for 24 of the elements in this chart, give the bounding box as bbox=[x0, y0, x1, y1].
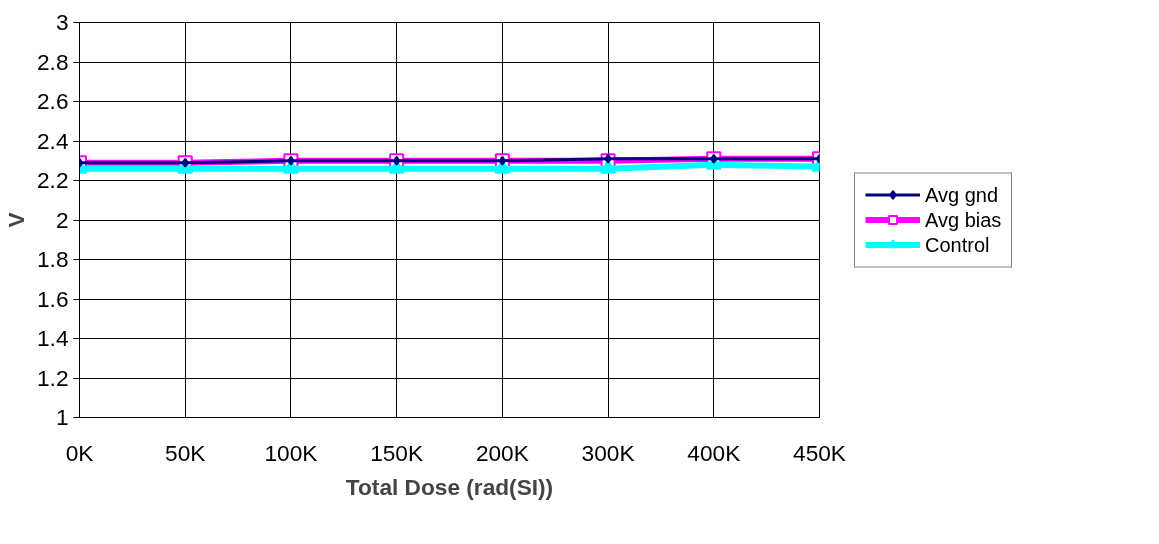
y-tick-label: 2.6 bbox=[37, 88, 69, 114]
x-tick-label: 0K bbox=[65, 439, 94, 466]
x-tick-label: 100K bbox=[264, 439, 318, 466]
y-tick-label: 2.2 bbox=[37, 167, 69, 193]
y-tick-label: 2.8 bbox=[37, 48, 69, 75]
legend-label: Avg bias bbox=[925, 208, 1002, 231]
y-tick-label: 1.6 bbox=[37, 285, 69, 312]
y-tick-label: 3 bbox=[55, 9, 69, 35]
x-tick-label: 400K bbox=[687, 439, 741, 466]
x-axis-title: Total Dose (rad(SI)) bbox=[345, 473, 554, 500]
x-tick-label: 300K bbox=[581, 439, 635, 466]
x-tick-label: 150K bbox=[370, 439, 424, 466]
y-tick-label: 2 bbox=[55, 206, 69, 233]
y-tick-label: 1.8 bbox=[37, 246, 69, 272]
y-axis-title: V bbox=[3, 212, 29, 228]
y-tick-label: 1 bbox=[55, 404, 69, 430]
x-tick-label: 450K bbox=[793, 439, 846, 466]
y-tick-label: 1.4 bbox=[37, 325, 69, 351]
y-tick-label: 1.2 bbox=[37, 364, 69, 391]
legend-label: Control bbox=[925, 233, 990, 256]
y-tick-label: 2.4 bbox=[37, 127, 69, 154]
legend-label: Avg gnd bbox=[925, 183, 999, 206]
x-tick-label: 200K bbox=[475, 439, 529, 466]
x-tick-label: 50K bbox=[165, 439, 206, 466]
